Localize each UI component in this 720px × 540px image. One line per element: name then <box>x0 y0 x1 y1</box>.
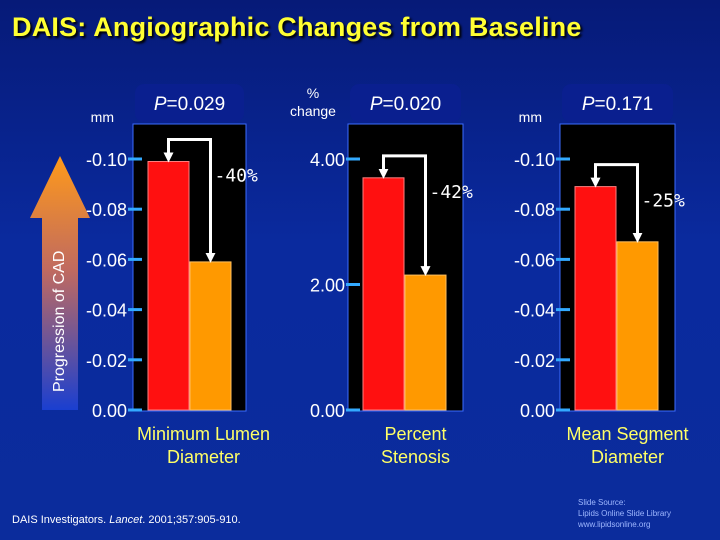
source-line-2: Lipids Online Slide Library <box>578 509 671 518</box>
category-label-line: Stenosis <box>381 447 450 467</box>
y-tick-label: -0.02 <box>514 351 555 371</box>
p-value-symbol: P <box>154 94 167 115</box>
y-unit-line: change <box>290 103 336 119</box>
p-value-box <box>562 84 673 122</box>
category-label: Percent Stenosis <box>381 424 450 467</box>
bar-baseline <box>574 186 617 411</box>
chart-panel-1: P=0.029 mm 0.00 -0.02 -0.04 -0.06 -0.08 -0.10 -4… <box>86 84 270 467</box>
p-value-number: =0.029 <box>167 94 226 115</box>
bar-followup <box>189 261 232 411</box>
p-value-box <box>135 84 244 122</box>
category-label: Minimum Lumen Diameter <box>137 424 270 467</box>
progression-label: Progression of CAD <box>51 251 68 392</box>
citation-journal: Lancet <box>109 514 143 526</box>
progression-arrow: Progression of CAD <box>30 156 90 410</box>
p-value: P=0.020 <box>370 94 441 115</box>
p-value-symbol: P <box>582 94 595 115</box>
category-label-line: Diameter <box>591 447 664 467</box>
y-unit-label: mm <box>91 109 114 125</box>
bar-baseline <box>362 177 405 411</box>
percent-change-label: -40% <box>215 166 259 187</box>
y-tick-label: -0.04 <box>514 301 555 321</box>
percent-change-label: -42% <box>430 182 474 203</box>
category-label-line: Mean Segment <box>566 424 688 444</box>
p-value: P=0.029 <box>154 94 225 115</box>
bar-followup <box>404 274 447 411</box>
p-value-number: =0.171 <box>595 94 654 115</box>
source-line-3: www.lipidsonline.org <box>578 520 651 529</box>
y-tick-label: 0.00 <box>520 401 555 421</box>
p-value: P=0.171 <box>582 94 653 115</box>
category-label-line: Percent <box>384 424 446 444</box>
p-value-box <box>350 84 461 122</box>
citation-rest: . 2001;357:905-910. <box>142 514 241 526</box>
percent-change-label: -25% <box>642 191 686 212</box>
y-tick-label: -0.10 <box>514 150 555 170</box>
y-tick-label: -0.06 <box>86 250 127 270</box>
y-tick-label: 4.00 <box>310 150 345 170</box>
p-value-number: =0.020 <box>383 94 442 115</box>
charts-group: P=0.029mm0.00-0.02-0.04-0.06-0.08-0.10-4… <box>86 84 689 467</box>
y-tick-label: -0.02 <box>86 351 127 371</box>
bar-baseline <box>147 161 190 411</box>
y-unit-line: % <box>307 85 319 101</box>
citation-author: DAIS Investigators. <box>12 514 110 526</box>
y-tick-label: -0.04 <box>86 301 127 321</box>
slide-title: DAIS: Angiographic Changes from Baseline <box>12 12 582 42</box>
progression-arrow-shape <box>30 156 90 410</box>
y-unit-label: % change <box>290 85 336 119</box>
y-tick-label: 0.00 <box>92 401 127 421</box>
slide-source: Slide Source: Lipids Online Slide Librar… <box>578 497 671 530</box>
category-label-line: Minimum Lumen <box>137 424 270 444</box>
category-label: Mean Segment Diameter <box>566 424 688 467</box>
p-value-symbol: P <box>370 94 383 115</box>
chart-panel-3: P=0.171 mm 0.00 -0.02 -0.04 -0.06 -0.08 -0.10 -2… <box>514 84 689 467</box>
chart-panel-2: P=0.020% change 0.00 2.00 4.00 -42% Percent Ste… <box>290 84 473 467</box>
y-tick-label: -0.06 <box>514 250 555 270</box>
y-tick-label: -0.08 <box>86 200 127 220</box>
source-line-1: Slide Source: <box>578 498 626 507</box>
y-tick-label: -0.08 <box>514 200 555 220</box>
bar-followup <box>616 241 659 411</box>
y-tick-label: -0.10 <box>86 150 127 170</box>
citation: DAIS Investigators. Lancet. 2001;357:905… <box>12 514 241 526</box>
category-label-line: Diameter <box>167 447 240 467</box>
y-tick-label: 0.00 <box>310 401 345 421</box>
y-tick-label: 2.00 <box>310 276 345 296</box>
y-unit-label: mm <box>519 109 542 125</box>
